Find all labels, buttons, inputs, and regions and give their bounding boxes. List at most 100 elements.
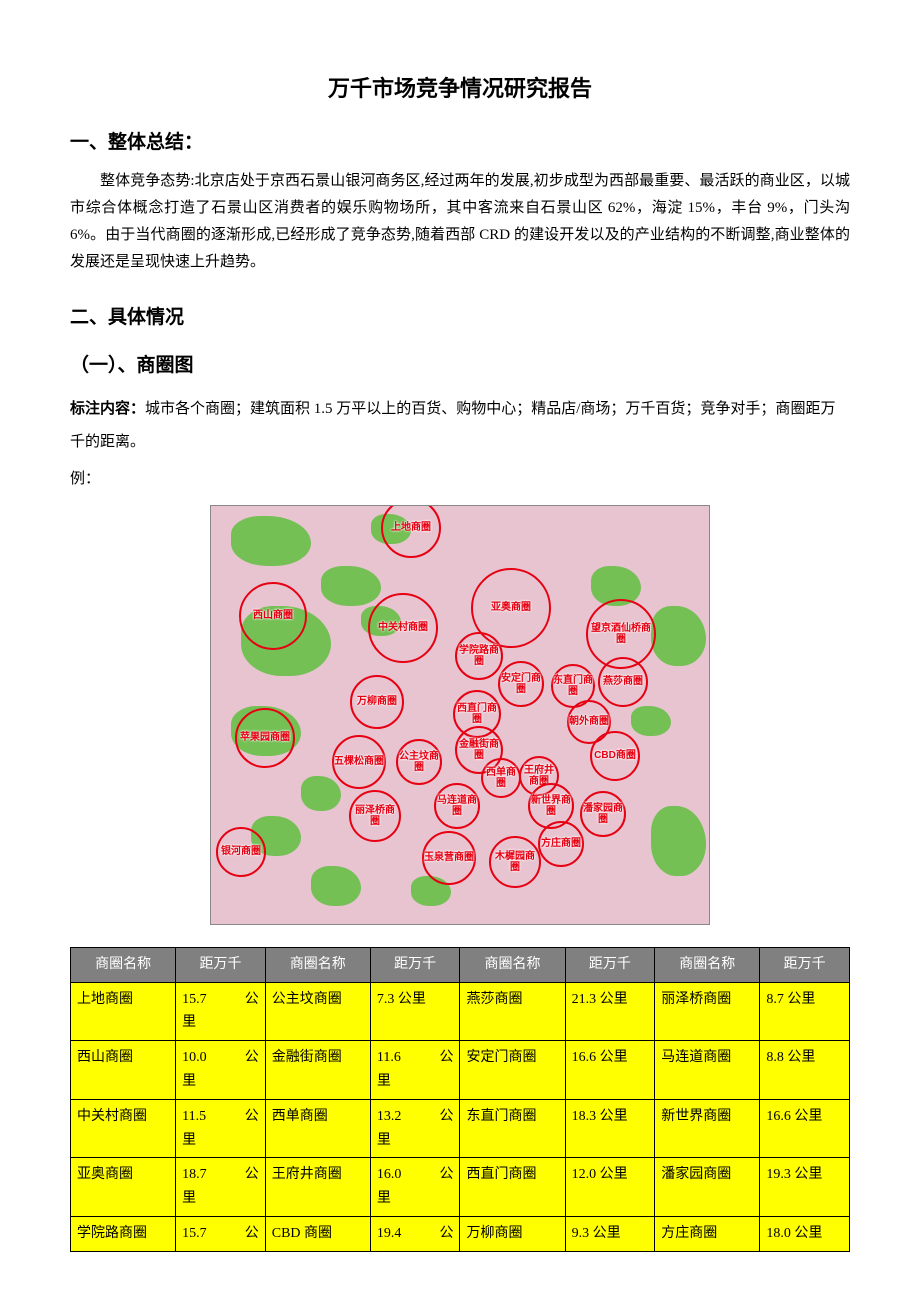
map-circle-label: 安定门商圈	[500, 673, 542, 695]
table-cell: 万柳商圈	[460, 1216, 565, 1251]
table-cell: 11.5 公里	[176, 1099, 266, 1158]
table-cell: 学院路商圈	[71, 1216, 176, 1251]
table-cell: 燕莎商圈	[460, 982, 565, 1041]
map-circle-label: 中关村商圈	[378, 622, 428, 633]
map-circle-label: 学院路商圈	[457, 645, 501, 667]
table-row: 学院路商圈15.7 公CBD 商圈19.4 公万柳商圈9.3 公里方庄商圈18.…	[71, 1216, 850, 1251]
table-cell: 19.4 公	[370, 1216, 460, 1251]
table-cell: 15.7 公里	[176, 982, 266, 1041]
example-label: 例：	[70, 467, 850, 493]
map-circle-label: 苹果园商圈	[240, 732, 290, 743]
doc-title: 万千市场竞争情况研究报告	[70, 70, 850, 107]
table-cell: 7.3 公里	[370, 982, 460, 1041]
table-cell: 9.3 公里	[565, 1216, 655, 1251]
table-cell: 马连道商圈	[655, 1041, 760, 1100]
map-container: 上地商圈西山商圈中关村商圈亚奥商圈学院路商圈望京酒仙桥商圈安定门商圈东直门商圈燕…	[70, 505, 850, 925]
table-row: 中关村商圈11.5 公里西单商圈13.2 公里东直门商圈18.3 公里新世界商圈…	[71, 1099, 850, 1158]
table-cell: 18.0 公里	[760, 1216, 850, 1251]
table-cell: 8.8 公里	[760, 1041, 850, 1100]
table-header-cell: 距万千	[370, 947, 460, 982]
map-circle: 马连道商圈	[434, 783, 480, 829]
map-green-patch	[321, 566, 381, 606]
map-circle-label: 木樨园商圈	[491, 851, 539, 873]
table-row: 上地商圈15.7 公里公主坟商圈7.3 公里燕莎商圈21.3 公里丽泽桥商圈8.…	[71, 982, 850, 1041]
map-circle-label: 西直门商圈	[455, 703, 499, 725]
map-circle: 上地商圈	[381, 505, 441, 558]
map-circle: 西山商圈	[239, 582, 307, 650]
table-row: 亚奥商圈18.7 公里王府井商圈16.0 公里西直门商圈12.0 公里潘家园商圈…	[71, 1158, 850, 1217]
table-cell: 金融街商圈	[265, 1041, 370, 1100]
table-cell: 亚奥商圈	[71, 1158, 176, 1217]
map-circle: 安定门商圈	[498, 661, 544, 707]
map-circle-label: 燕莎商圈	[603, 676, 643, 687]
table-cell: 中关村商圈	[71, 1099, 176, 1158]
map-diagram: 上地商圈西山商圈中关村商圈亚奥商圈学院路商圈望京酒仙桥商圈安定门商圈东直门商圈燕…	[210, 505, 710, 925]
table-cell: 8.7 公里	[760, 982, 850, 1041]
heading-subsection-2-1: （一）、商圈图	[70, 350, 850, 382]
map-green-patch	[651, 606, 706, 666]
table-row: 西山商圈10.0 公里金融街商圈11.6 公里安定门商圈16.6 公里马连道商圈…	[71, 1041, 850, 1100]
distance-table: 商圈名称距万千商圈名称距万千商圈名称距万千商圈名称距万千 上地商圈15.7 公里…	[70, 947, 850, 1252]
table-header-cell: 商圈名称	[71, 947, 176, 982]
map-circle-label: 亚奥商圈	[491, 602, 531, 613]
map-circle: 木樨园商圈	[489, 836, 541, 888]
annotation-label: 标注内容：	[70, 400, 145, 417]
table-cell: 西直门商圈	[460, 1158, 565, 1217]
table-header-cell: 距万千	[176, 947, 266, 982]
table-body: 上地商圈15.7 公里公主坟商圈7.3 公里燕莎商圈21.3 公里丽泽桥商圈8.…	[71, 982, 850, 1251]
table-cell: 西单商圈	[265, 1099, 370, 1158]
map-circle-label: 马连道商圈	[436, 795, 478, 817]
map-circle-label: 公主坟商圈	[398, 751, 440, 773]
map-circle: 学院路商圈	[455, 632, 503, 680]
annotation-text: 城市各个商圈；建筑面积 1.5 万平以上的百货、购物中心；精品店/商场；万千百货…	[70, 401, 835, 450]
table-cell: 18.3 公里	[565, 1099, 655, 1158]
map-circle: 玉泉营商圈	[422, 831, 476, 885]
table-cell: 19.3 公里	[760, 1158, 850, 1217]
map-circle-label: 西山商圈	[253, 610, 293, 621]
annotation-line: 标注内容：城市各个商圈；建筑面积 1.5 万平以上的百货、购物中心；精品店/商场…	[70, 392, 850, 459]
table-cell: 东直门商圈	[460, 1099, 565, 1158]
map-circle-label: 上地商圈	[391, 522, 431, 533]
map-circle: 方庄商圈	[538, 821, 584, 867]
table-cell: 丽泽桥商圈	[655, 982, 760, 1041]
table-cell: 21.3 公里	[565, 982, 655, 1041]
map-circle-label: 西单商圈	[483, 767, 519, 789]
table-header-cell: 距万千	[565, 947, 655, 982]
table-header-cell: 距万千	[760, 947, 850, 982]
table-header-cell: 商圈名称	[460, 947, 565, 982]
map-circle-label: 五棵松商圈	[334, 756, 384, 767]
table-cell: 潘家园商圈	[655, 1158, 760, 1217]
map-circle: 苹果园商圈	[235, 708, 295, 768]
table-cell: 西山商圈	[71, 1041, 176, 1100]
table-cell: 安定门商圈	[460, 1041, 565, 1100]
map-circle: 潘家园商圈	[580, 791, 626, 837]
map-circle-label: 潘家园商圈	[582, 803, 624, 825]
heading-section-1: 一、整体总结：	[70, 127, 850, 159]
map-circle-label: 万柳商圈	[357, 696, 397, 707]
table-cell: 16.0 公里	[370, 1158, 460, 1217]
map-circle: 西单商圈	[481, 758, 521, 798]
table-header-cell: 商圈名称	[265, 947, 370, 982]
table-cell: 方庄商圈	[655, 1216, 760, 1251]
map-circle: 银河商圈	[216, 827, 266, 877]
map-green-patch	[651, 806, 706, 876]
table-cell: 公主坟商圈	[265, 982, 370, 1041]
map-green-patch	[631, 706, 671, 736]
table-cell: 16.6 公里	[760, 1099, 850, 1158]
table-cell: 12.0 公里	[565, 1158, 655, 1217]
map-green-patch	[301, 776, 341, 811]
table-cell: 王府井商圈	[265, 1158, 370, 1217]
map-circle: 万柳商圈	[350, 675, 404, 729]
map-circle: 燕莎商圈	[598, 657, 648, 707]
table-cell: 15.7 公	[176, 1216, 266, 1251]
map-circle-label: 新世界商圈	[530, 795, 572, 817]
table-cell: 18.7 公里	[176, 1158, 266, 1217]
summary-paragraph: 整体竞争态势:北京店处于京西石景山银河商务区,经过两年的发展,初步成型为西部最重…	[70, 168, 850, 276]
heading-section-2: 二、具体情况	[70, 302, 850, 334]
table-cell: 10.0 公里	[176, 1041, 266, 1100]
table-cell: 上地商圈	[71, 982, 176, 1041]
map-circle-label: 方庄商圈	[541, 838, 581, 849]
map-circle-label: 丽泽桥商圈	[351, 805, 399, 827]
map-circle-label: 朝外商圈	[569, 716, 609, 727]
map-circle: 中关村商圈	[368, 593, 438, 663]
